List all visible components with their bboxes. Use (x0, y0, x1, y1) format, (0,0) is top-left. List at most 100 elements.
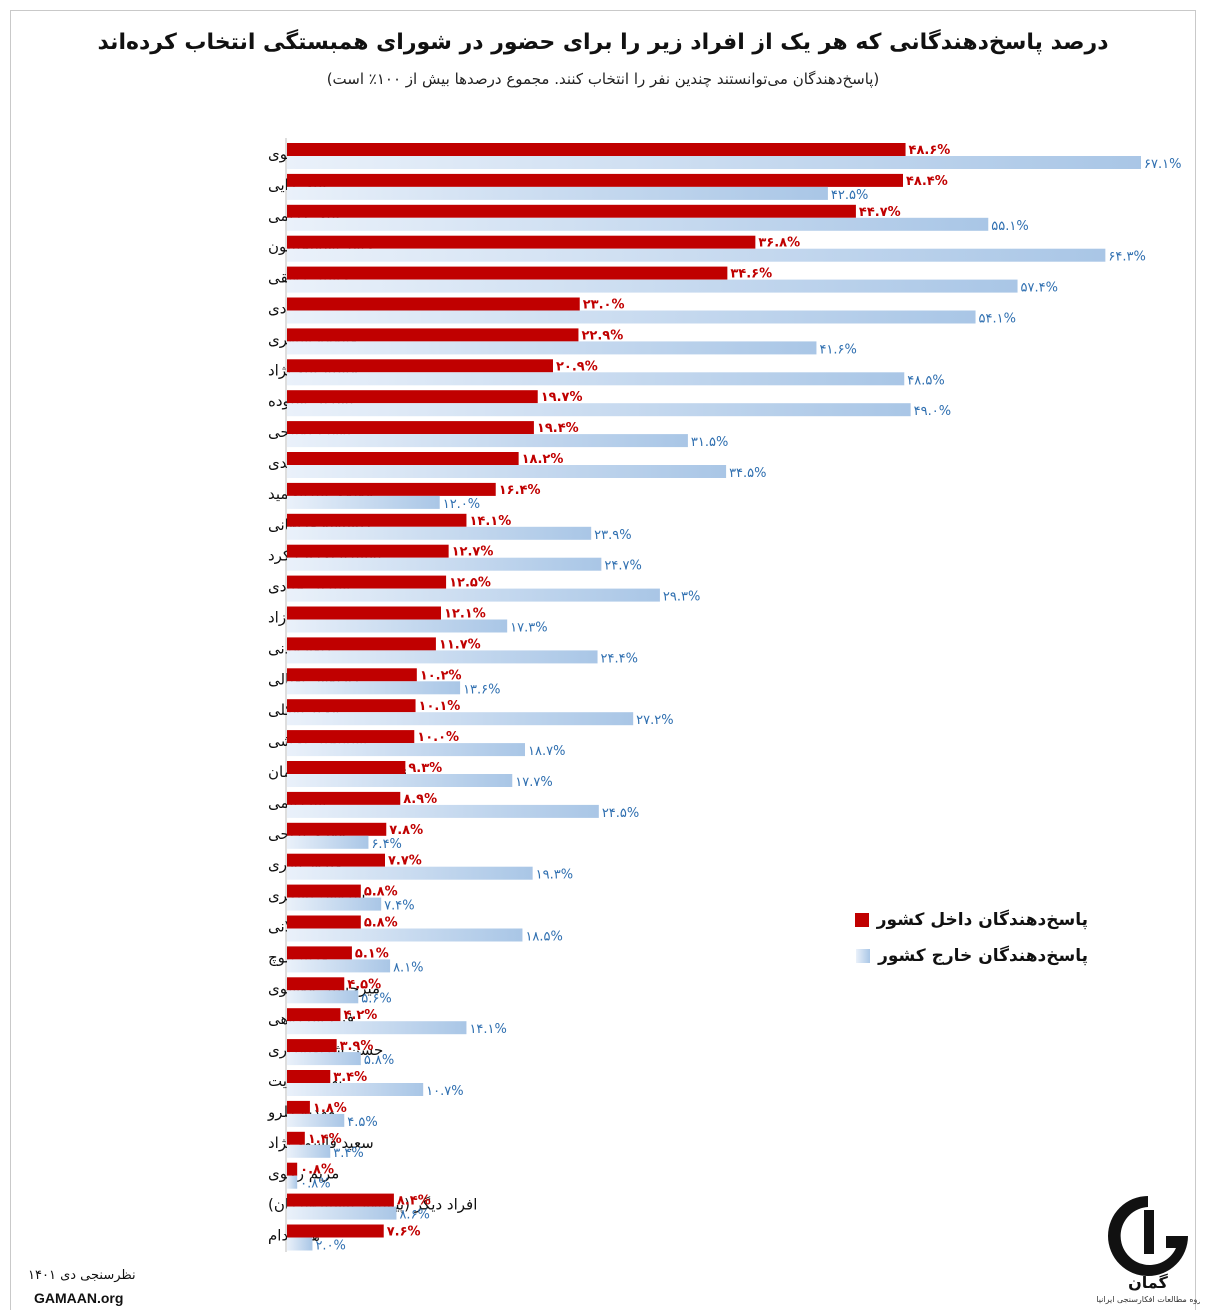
data-label-outside: ۴.۵% (347, 1115, 377, 1130)
data-label-outside: ۱۹.۳% (536, 868, 573, 883)
data-label-inside: ۲۰.۹% (556, 359, 598, 374)
data-label-outside: ۱۷.۷% (515, 775, 552, 790)
data-label-outside: ۱۲.۰% (443, 497, 480, 512)
bar-inside (287, 143, 906, 156)
bar-inside (287, 791, 401, 805)
bar-inside (287, 946, 352, 960)
data-label-inside: ۱۲.۷% (452, 545, 494, 560)
bar-inside (287, 1131, 305, 1145)
data-label-inside: ۳.۹% (340, 1039, 374, 1054)
data-label-outside: ۱۸.۷% (528, 744, 565, 759)
bar-outside (287, 1083, 424, 1096)
bar-outside (287, 403, 911, 417)
data-label-outside: ۵.۶% (361, 991, 391, 1006)
bar-inside (287, 1070, 331, 1083)
data-label-inside: ۱۰.۰% (417, 730, 459, 745)
category-label: مریم رجوی (268, 1165, 339, 1183)
bar-outside (287, 495, 440, 509)
bar-inside (287, 668, 417, 682)
data-label-outside: ۲۷.۲% (636, 713, 673, 728)
data-label-outside: ۳۴.۵% (729, 466, 766, 481)
legend-item-inside: پاسخ‌دهندگان داخل کشور (854, 910, 1088, 930)
logo-bar (1144, 1210, 1154, 1254)
data-label-inside: ۱۹.۴% (537, 421, 579, 436)
bar-outside (287, 341, 817, 355)
bar-outside (287, 248, 1106, 262)
data-label-inside: ۹.۳% (408, 761, 442, 776)
bar-inside (287, 235, 756, 249)
bar-inside (287, 173, 903, 187)
bar-outside (287, 959, 391, 973)
bar-outside (287, 928, 523, 942)
bar-inside (287, 606, 441, 620)
bar-inside (287, 1162, 298, 1176)
bar-outside (287, 1144, 331, 1158)
bar-outside (287, 1175, 298, 1189)
website-link[interactable]: GAMAAN.org (34, 1290, 124, 1306)
bar-outside (287, 774, 513, 787)
bar-inside (287, 328, 579, 342)
data-label-inside: ۴۸.۶% (909, 143, 951, 158)
bar-inside (287, 390, 538, 404)
data-label-inside: ۱۰.۱% (419, 699, 461, 714)
data-label-inside: ۵.۸% (364, 916, 398, 931)
bar-inside (287, 699, 416, 713)
data-label-outside: ۱۰.۷% (426, 1084, 463, 1099)
bar-outside (287, 1052, 361, 1066)
data-label-inside: ۰.۸% (300, 1163, 334, 1178)
bar-outside (287, 588, 660, 602)
legend-item-outside: پاسخ‌دهندگان خارج کشور (856, 946, 1088, 966)
data-label-inside: ۳۶.۸% (758, 236, 800, 251)
data-label-outside: ۸.۱% (393, 960, 423, 975)
bar-inside (287, 1224, 384, 1238)
data-label-outside: ۶۷.۱% (1144, 157, 1181, 172)
bar-outside (287, 866, 533, 880)
bar-outside (287, 712, 634, 726)
data-label-inside: ۱۶.۴% (499, 483, 541, 498)
bar-inside (287, 266, 728, 280)
bar-inside (287, 1008, 341, 1022)
bar-inside (287, 204, 856, 218)
logo-caption: گروه مطالعات افکارسنجی ایرانیان (1096, 1294, 1200, 1304)
data-label-outside: ۲۴.۵% (602, 806, 639, 821)
data-label-outside: ۲.۰% (315, 1239, 345, 1254)
data-label-inside: ۲۲.۹% (581, 328, 623, 343)
bar-outside (287, 217, 989, 231)
bar-outside (287, 434, 688, 448)
bar-inside (287, 1039, 337, 1053)
data-label-inside: ۱۴.۱% (469, 514, 511, 529)
bar-outside (287, 156, 1141, 169)
data-label-outside: ۲۳.۹% (594, 528, 631, 543)
bar-inside (287, 544, 449, 558)
data-label-inside: ۷.۶% (387, 1225, 421, 1240)
bar-outside (287, 372, 905, 386)
data-label-inside: ۷.۷% (388, 854, 422, 869)
data-label-inside: ۳.۴% (333, 1070, 367, 1085)
bar-inside (287, 575, 447, 589)
survey-date: نظرسنجی دی ۱۴۰۱ (28, 1268, 136, 1283)
data-label-outside: ۱۸.۵% (525, 930, 562, 945)
data-label-inside: ۷.۸% (389, 823, 423, 838)
bar-outside (287, 1206, 397, 1220)
data-label-inside: ۲۳.۰% (583, 298, 625, 313)
data-label-outside: ۱۴.۱% (469, 1022, 506, 1037)
bar-inside (287, 421, 534, 435)
legend-label-inside: پاسخ‌دهندگان داخل کشور (876, 910, 1088, 930)
data-label-inside: ۵.۸% (364, 885, 398, 900)
data-label-outside: ۲۴.۴% (601, 651, 638, 666)
bar-outside (287, 557, 602, 571)
data-label-outside: ۴۸.۵% (907, 373, 944, 388)
bar-outside (287, 279, 1018, 293)
legend-label-outside: پاسخ‌دهندگان خارج کشور (878, 946, 1088, 966)
bar-inside (287, 915, 361, 929)
bar-outside (287, 1021, 467, 1035)
data-label-outside: ۲۹.۳% (663, 590, 700, 605)
data-label-outside: ۱۷.۳% (510, 621, 547, 636)
bar-outside (287, 186, 828, 200)
bar-inside (287, 637, 436, 651)
data-label-inside: ۵.۱% (355, 946, 389, 961)
data-label-outside: ۸.۶% (399, 1208, 429, 1223)
bar-outside (287, 835, 369, 849)
data-label-inside: ۱۱.۷% (439, 637, 481, 652)
